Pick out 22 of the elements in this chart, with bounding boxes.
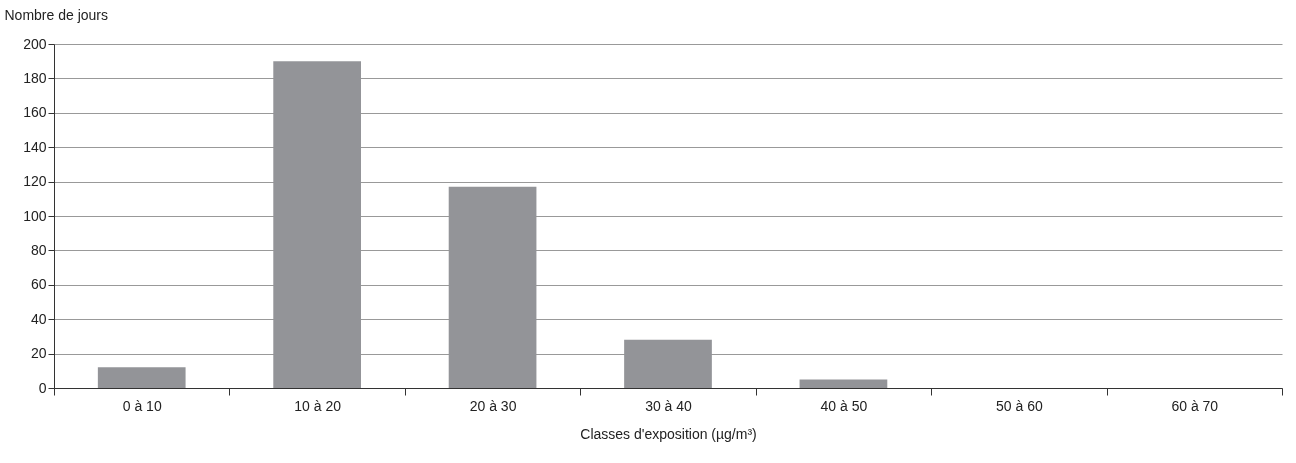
x-tick-label: 0 à 10 — [122, 397, 162, 414]
y-tick-label: 80 — [30, 241, 47, 258]
y-axis-title: Nombre de jours — [4, 6, 108, 23]
y-tick-label: 140 — [23, 138, 47, 155]
bar — [97, 367, 186, 388]
y-tick-label: 100 — [23, 207, 47, 224]
y-tick-label: 180 — [23, 69, 47, 86]
y-tick-label: 120 — [23, 173, 47, 190]
y-tick-label: 60 — [30, 276, 47, 293]
x-tick-label: 40 à 50 — [820, 397, 868, 414]
x-tick-label: 10 à 20 — [294, 397, 342, 414]
bar — [799, 379, 888, 388]
x-tick-label: 50 à 60 — [996, 397, 1043, 414]
x-tick-label: 20 à 30 — [469, 397, 517, 414]
y-tick-label: 40 — [30, 310, 47, 327]
x-axis-title: Classes d'exposition (µg/m³) — [580, 425, 757, 442]
y-tick-label: 160 — [23, 104, 47, 121]
y-tick-label: 0 — [38, 379, 47, 396]
y-tick-label: 200 — [23, 35, 47, 52]
y-tick-label: 20 — [30, 345, 47, 362]
x-tick-label: 30 à 40 — [645, 397, 693, 414]
x-tick-label: 60 à 70 — [1171, 397, 1219, 414]
